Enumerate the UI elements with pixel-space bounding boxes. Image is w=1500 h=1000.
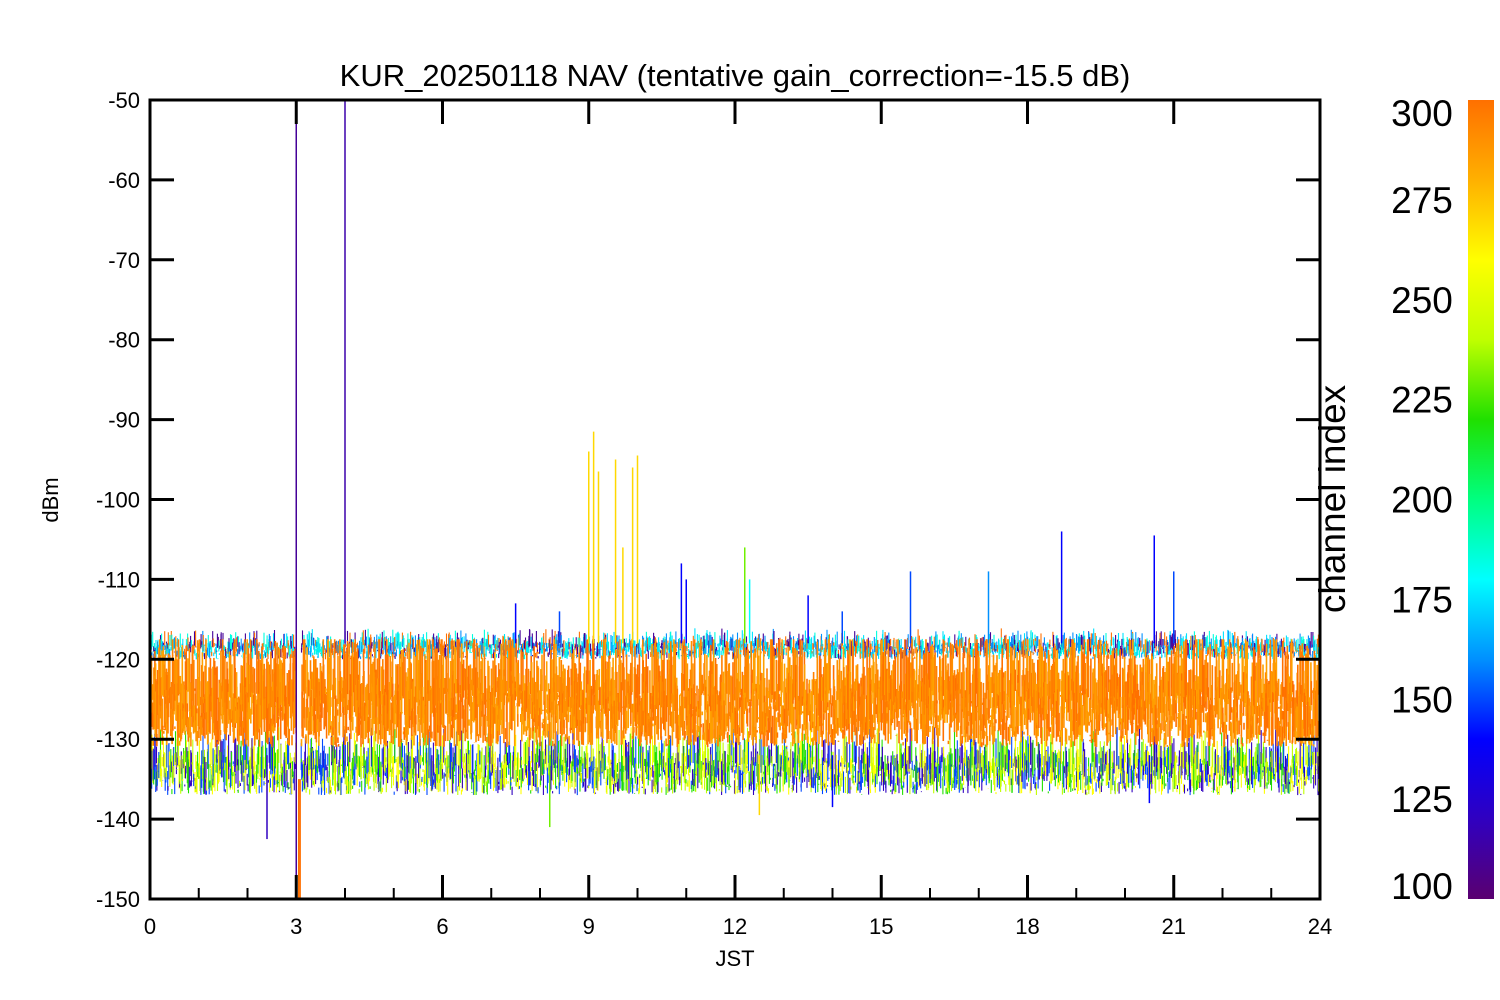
chart-title: KUR_20250118 NAV (tentative gain_correct… bbox=[340, 58, 1131, 93]
noise-lower-edge bbox=[150, 727, 1320, 796]
plot-area bbox=[150, 100, 1320, 899]
noise-upper-edge bbox=[150, 628, 1320, 660]
